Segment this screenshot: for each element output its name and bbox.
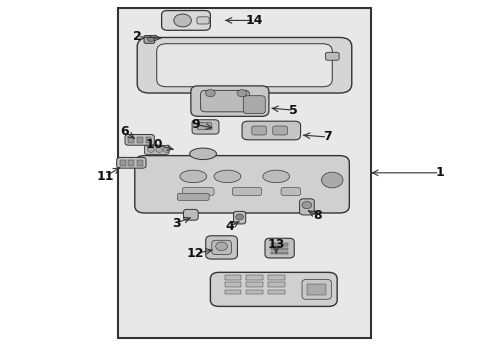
Bar: [224, 282, 241, 287]
FancyBboxPatch shape: [157, 44, 331, 87]
Bar: [120, 160, 125, 166]
FancyBboxPatch shape: [242, 121, 300, 140]
FancyBboxPatch shape: [264, 238, 294, 258]
Text: 1: 1: [434, 166, 443, 179]
Circle shape: [235, 214, 243, 220]
Text: 9: 9: [191, 118, 200, 131]
Bar: [224, 275, 241, 280]
Text: 2: 2: [133, 30, 142, 43]
Text: 12: 12: [186, 247, 204, 260]
Text: 14: 14: [245, 14, 263, 27]
Circle shape: [237, 90, 246, 97]
Bar: [246, 289, 263, 294]
Text: 4: 4: [225, 220, 234, 233]
FancyBboxPatch shape: [281, 188, 300, 195]
FancyBboxPatch shape: [210, 273, 336, 306]
Ellipse shape: [262, 170, 289, 183]
FancyBboxPatch shape: [192, 120, 219, 134]
Bar: [224, 289, 241, 294]
FancyBboxPatch shape: [177, 193, 209, 201]
FancyBboxPatch shape: [211, 240, 231, 255]
Bar: [268, 289, 285, 294]
FancyBboxPatch shape: [182, 188, 214, 195]
FancyBboxPatch shape: [233, 211, 245, 224]
FancyBboxPatch shape: [299, 199, 314, 215]
Text: 13: 13: [267, 238, 285, 251]
FancyBboxPatch shape: [200, 90, 249, 112]
Circle shape: [215, 242, 227, 251]
Text: 6: 6: [121, 125, 129, 138]
FancyBboxPatch shape: [197, 123, 211, 130]
Ellipse shape: [189, 148, 216, 159]
FancyBboxPatch shape: [272, 126, 287, 135]
FancyBboxPatch shape: [144, 36, 155, 43]
FancyBboxPatch shape: [197, 17, 209, 24]
Bar: [270, 248, 287, 250]
Bar: [128, 160, 134, 166]
Text: 3: 3: [172, 216, 180, 230]
Bar: [145, 137, 151, 143]
FancyBboxPatch shape: [161, 10, 210, 30]
FancyBboxPatch shape: [183, 210, 198, 220]
Bar: [306, 284, 326, 295]
Bar: [270, 252, 287, 255]
Bar: [246, 282, 263, 287]
Bar: [268, 275, 285, 280]
Text: 8: 8: [313, 210, 321, 222]
Text: 7: 7: [323, 130, 331, 144]
FancyBboxPatch shape: [137, 37, 351, 93]
Circle shape: [205, 90, 215, 97]
Ellipse shape: [180, 170, 206, 183]
FancyBboxPatch shape: [251, 126, 266, 135]
Circle shape: [302, 202, 311, 209]
Bar: [270, 243, 287, 246]
Text: 5: 5: [288, 104, 297, 117]
Bar: [137, 137, 142, 143]
FancyBboxPatch shape: [325, 52, 338, 60]
Circle shape: [147, 147, 154, 152]
Ellipse shape: [214, 170, 241, 183]
Circle shape: [156, 147, 162, 152]
Text: 11: 11: [97, 170, 114, 183]
FancyBboxPatch shape: [243, 96, 264, 114]
FancyBboxPatch shape: [205, 236, 237, 259]
FancyBboxPatch shape: [232, 188, 261, 195]
Bar: [268, 282, 285, 287]
Circle shape: [173, 14, 191, 27]
Circle shape: [147, 37, 154, 41]
FancyBboxPatch shape: [144, 145, 168, 154]
FancyBboxPatch shape: [190, 86, 268, 116]
Bar: [128, 137, 134, 143]
FancyBboxPatch shape: [117, 157, 146, 168]
Text: 10: 10: [145, 138, 163, 150]
FancyBboxPatch shape: [302, 279, 330, 299]
Circle shape: [163, 147, 169, 152]
Bar: [118, 8, 370, 338]
Bar: [246, 275, 263, 280]
Bar: [137, 160, 143, 166]
FancyBboxPatch shape: [125, 134, 154, 145]
FancyBboxPatch shape: [135, 156, 348, 213]
Circle shape: [321, 172, 342, 188]
